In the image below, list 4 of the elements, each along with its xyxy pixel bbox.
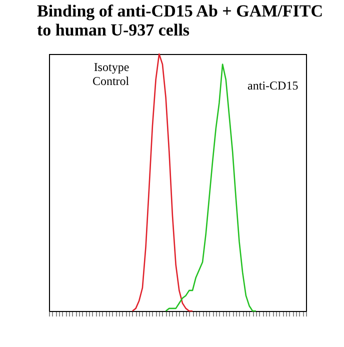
text: Binding of anti-CD15 Ab + GAM/FITC bbox=[37, 1, 323, 20]
text: Isotype Control bbox=[92, 60, 130, 88]
series-label: anti-CD15 bbox=[248, 78, 298, 92]
text: to human U-937 cells bbox=[37, 20, 190, 40]
